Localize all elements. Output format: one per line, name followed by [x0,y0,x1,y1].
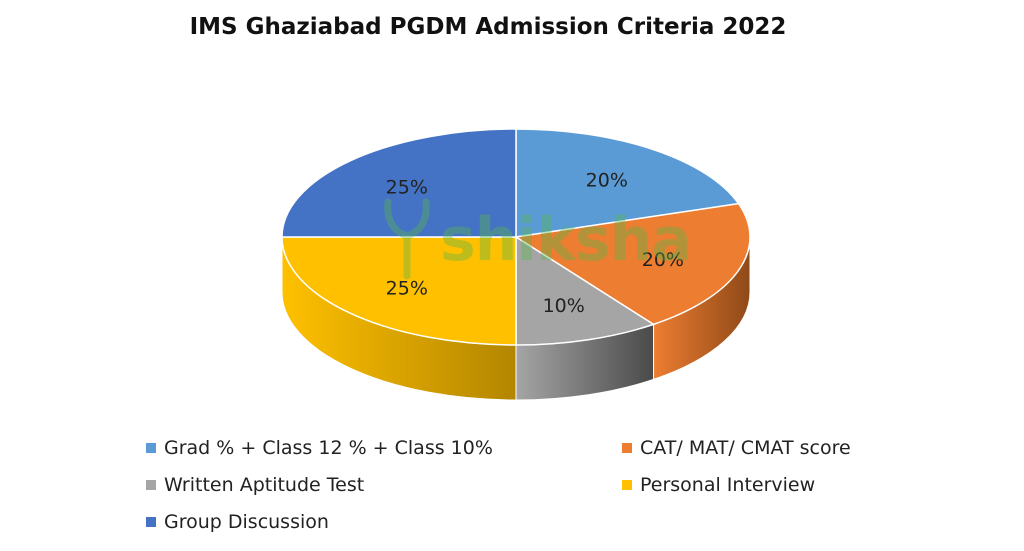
chart-title: IMS Ghaziabad PGDM Admission Criteria 20… [189,14,787,40]
data-label-4: 25% [386,177,428,199]
watermark-text: shiksha [440,205,692,275]
shiksha-logo-icon [384,198,430,280]
pie-slice-3 [281,236,517,346]
pie-slice-4 [281,128,517,238]
data-label-3: 25% [386,277,428,299]
pie-slice-1 [513,202,751,326]
pie-slice-2 [515,235,656,346]
data-label-0: 20% [586,169,628,191]
pie-slice-0 [515,128,740,238]
shiksha-watermark: shiksha [372,196,692,291]
data-label-2: 10% [543,295,585,317]
data-label-1: 20% [642,249,684,271]
